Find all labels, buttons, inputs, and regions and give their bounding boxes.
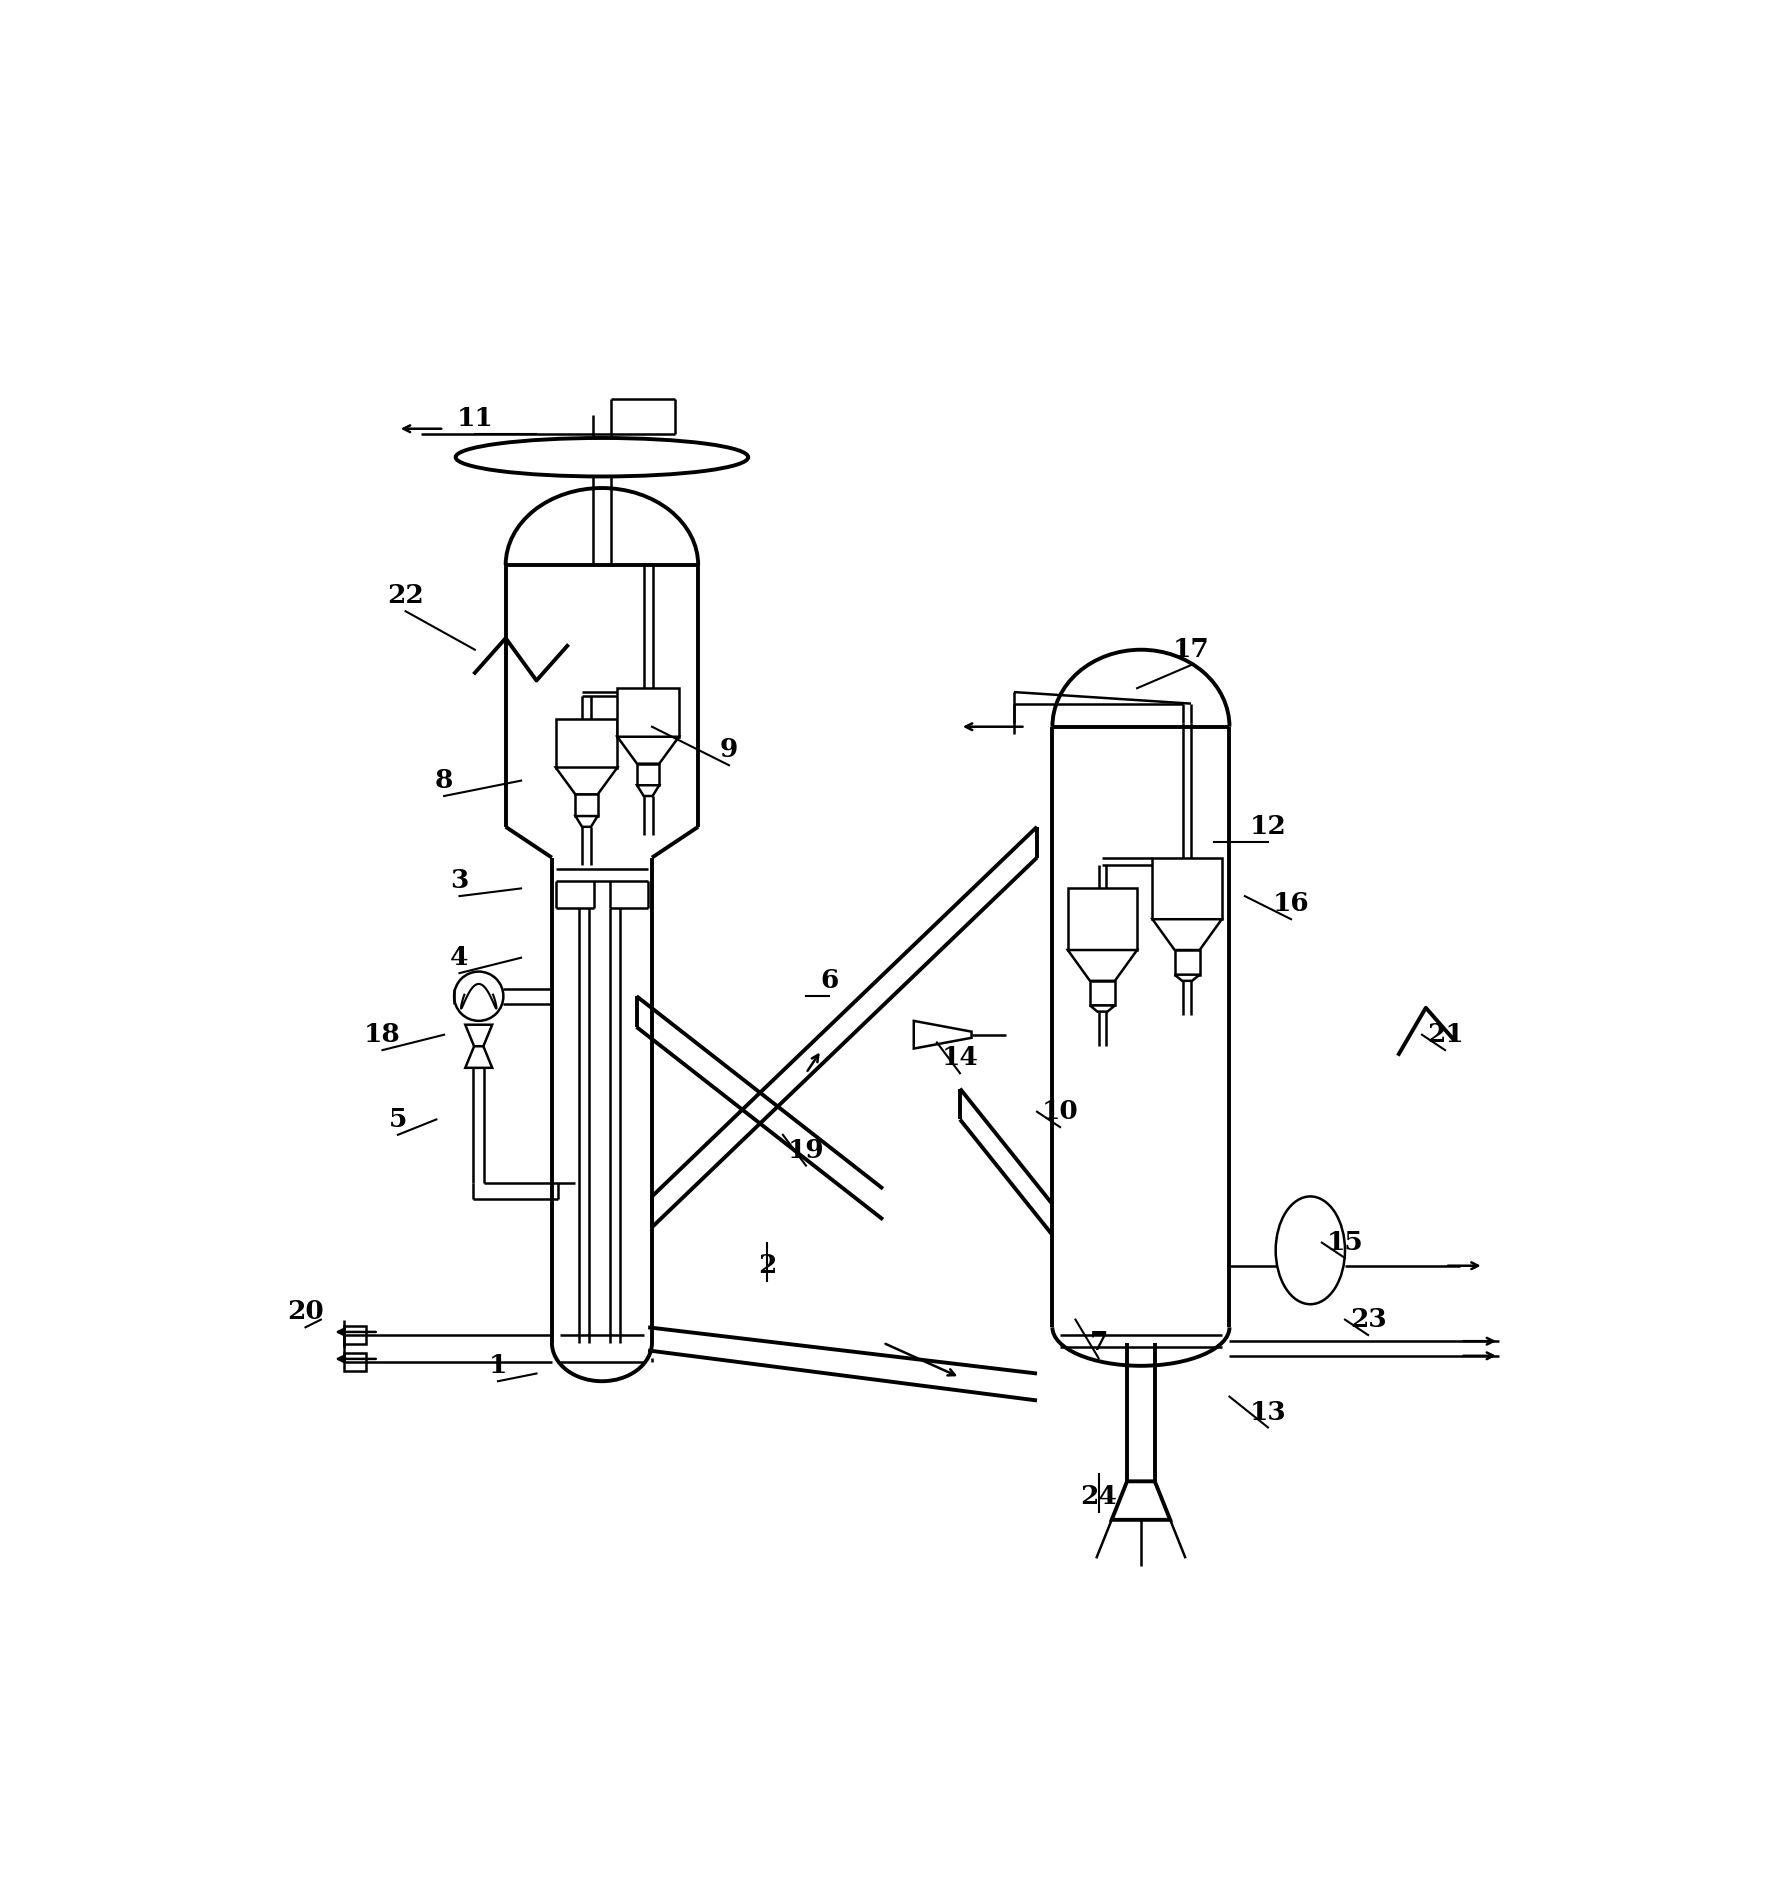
Bar [1152, 858, 1222, 919]
Bar [556, 719, 616, 767]
Polygon shape [466, 1025, 493, 1046]
Text: 11: 11 [457, 406, 493, 431]
Polygon shape [1090, 1006, 1115, 1012]
Bar [1068, 888, 1138, 951]
Bar [344, 1327, 366, 1344]
Circle shape [453, 972, 504, 1021]
Bar [344, 1353, 366, 1370]
Text: 14: 14 [941, 1046, 978, 1070]
Text: 9: 9 [720, 736, 738, 763]
Polygon shape [1152, 919, 1222, 951]
Text: 17: 17 [1172, 638, 1210, 662]
Polygon shape [616, 736, 679, 763]
Polygon shape [556, 767, 616, 795]
Bar [616, 689, 679, 736]
Polygon shape [636, 786, 659, 795]
Text: 23: 23 [1349, 1308, 1387, 1332]
Text: 7: 7 [1090, 1330, 1107, 1355]
Polygon shape [914, 1021, 971, 1048]
Text: 3: 3 [450, 867, 470, 894]
Text: 24: 24 [1081, 1484, 1116, 1509]
Bar [636, 763, 659, 786]
Text: 19: 19 [788, 1137, 824, 1163]
Text: 1: 1 [489, 1353, 507, 1378]
Bar [575, 795, 597, 816]
Text: 10: 10 [1041, 1099, 1079, 1124]
Ellipse shape [455, 438, 749, 476]
Polygon shape [466, 1046, 493, 1069]
Text: 5: 5 [389, 1107, 407, 1131]
Text: 20: 20 [287, 1300, 324, 1325]
Text: 16: 16 [1272, 892, 1310, 917]
Text: 21: 21 [1426, 1023, 1464, 1048]
Polygon shape [1176, 976, 1199, 981]
Polygon shape [575, 816, 597, 828]
Text: 12: 12 [1249, 814, 1287, 839]
Bar [1090, 981, 1115, 1006]
Text: 8: 8 [435, 769, 453, 793]
Polygon shape [1068, 951, 1138, 981]
Bar [1176, 951, 1199, 976]
Text: 4: 4 [450, 945, 470, 970]
Text: 13: 13 [1249, 1399, 1287, 1425]
Text: 2: 2 [758, 1253, 776, 1277]
Text: 15: 15 [1326, 1230, 1364, 1255]
Text: 6: 6 [821, 968, 839, 993]
Ellipse shape [1276, 1196, 1346, 1304]
Text: 22: 22 [387, 583, 425, 609]
Text: 18: 18 [364, 1023, 401, 1048]
Polygon shape [1111, 1480, 1170, 1520]
